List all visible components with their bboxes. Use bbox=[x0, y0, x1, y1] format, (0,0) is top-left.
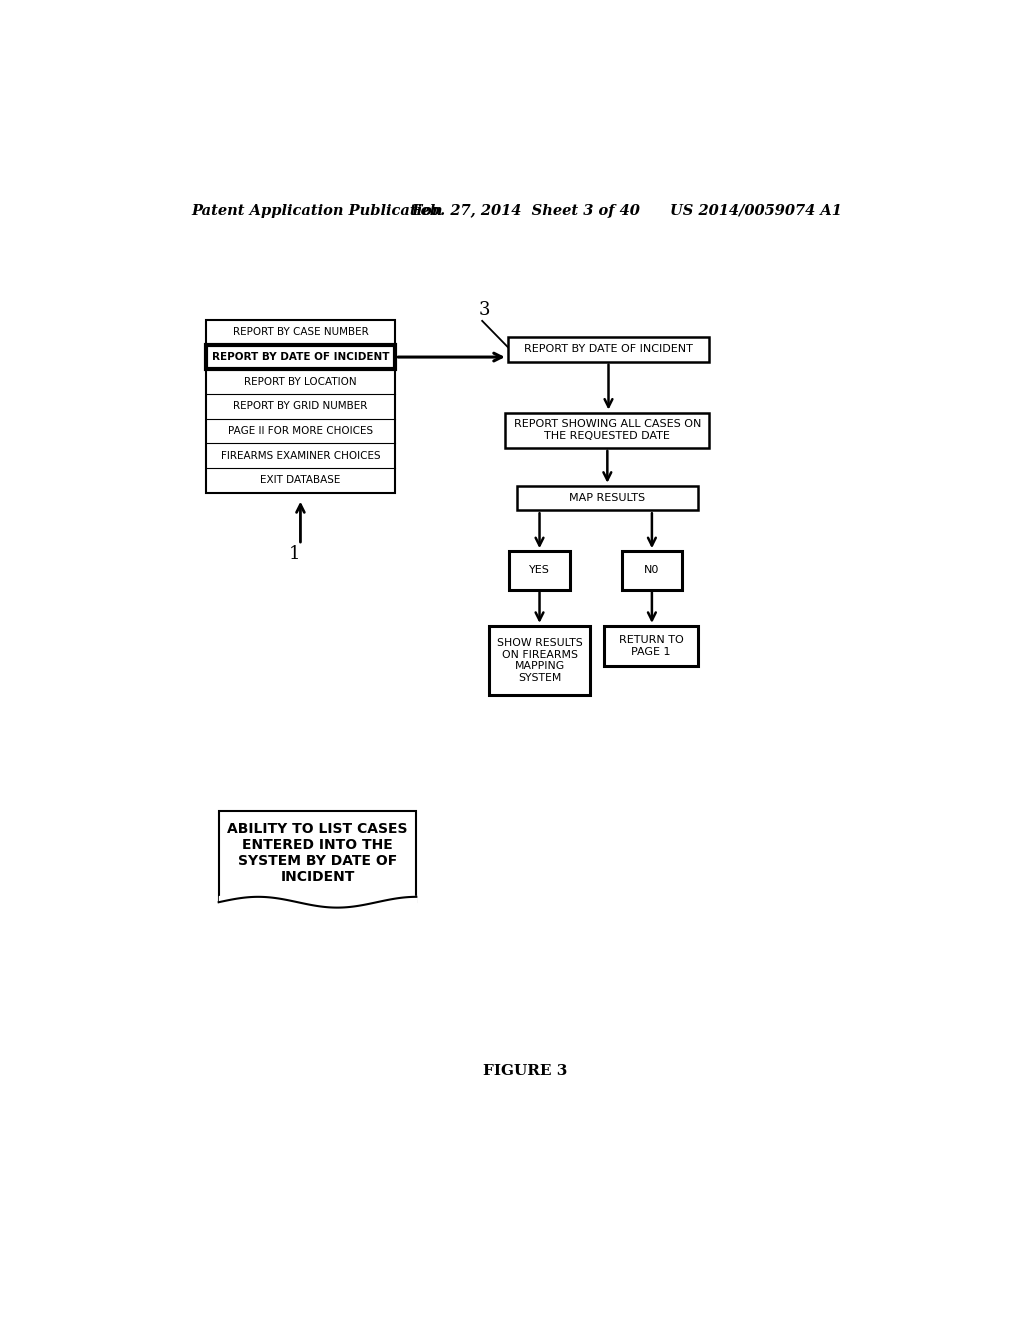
Text: ABILITY TO LIST CASES
ENTERED INTO THE
SYSTEM BY DATE OF
INCIDENT: ABILITY TO LIST CASES ENTERED INTO THE S… bbox=[227, 821, 408, 884]
Text: Feb. 27, 2014  Sheet 3 of 40: Feb. 27, 2014 Sheet 3 of 40 bbox=[411, 203, 640, 218]
Text: US 2014/0059074 A1: US 2014/0059074 A1 bbox=[671, 203, 843, 218]
Text: REPORT BY DATE OF INCIDENT: REPORT BY DATE OF INCIDENT bbox=[524, 345, 693, 354]
Bar bbox=[206, 321, 395, 492]
Bar bbox=[489, 626, 590, 696]
Text: YES: YES bbox=[529, 565, 550, 576]
Text: FIGURE 3: FIGURE 3 bbox=[482, 1064, 567, 1078]
Bar bbox=[506, 413, 710, 447]
Bar bbox=[219, 812, 417, 903]
Bar bbox=[206, 345, 395, 370]
Text: EXIT DATABASE: EXIT DATABASE bbox=[260, 475, 341, 486]
Text: REPORT BY CASE NUMBER: REPORT BY CASE NUMBER bbox=[232, 327, 369, 338]
Text: SHOW RESULTS
ON FIREARMS
MAPPING
SYSTEM: SHOW RESULTS ON FIREARMS MAPPING SYSTEM bbox=[497, 638, 583, 682]
Text: REPORT BY LOCATION: REPORT BY LOCATION bbox=[244, 376, 356, 387]
Bar bbox=[604, 626, 698, 665]
Text: FIREARMS EXAMINER CHOICES: FIREARMS EXAMINER CHOICES bbox=[220, 450, 380, 461]
Text: 1: 1 bbox=[289, 545, 300, 564]
Text: 3: 3 bbox=[478, 301, 489, 319]
Text: REPORT BY DATE OF INCIDENT: REPORT BY DATE OF INCIDENT bbox=[212, 352, 389, 362]
Bar bbox=[517, 486, 697, 511]
Text: REPORT SHOWING ALL CASES ON
THE REQUESTED DATE: REPORT SHOWING ALL CASES ON THE REQUESTE… bbox=[514, 420, 701, 441]
Text: REPORT BY GRID NUMBER: REPORT BY GRID NUMBER bbox=[233, 401, 368, 412]
Text: PAGE II FOR MORE CHOICES: PAGE II FOR MORE CHOICES bbox=[228, 426, 373, 436]
Text: RETURN TO
PAGE 1: RETURN TO PAGE 1 bbox=[618, 635, 683, 656]
Bar bbox=[622, 552, 682, 590]
Text: Patent Application Publication: Patent Application Publication bbox=[191, 203, 443, 218]
Text: MAP RESULTS: MAP RESULTS bbox=[569, 492, 645, 503]
Text: N0: N0 bbox=[644, 565, 659, 576]
Bar bbox=[509, 552, 569, 590]
Bar bbox=[508, 337, 710, 362]
